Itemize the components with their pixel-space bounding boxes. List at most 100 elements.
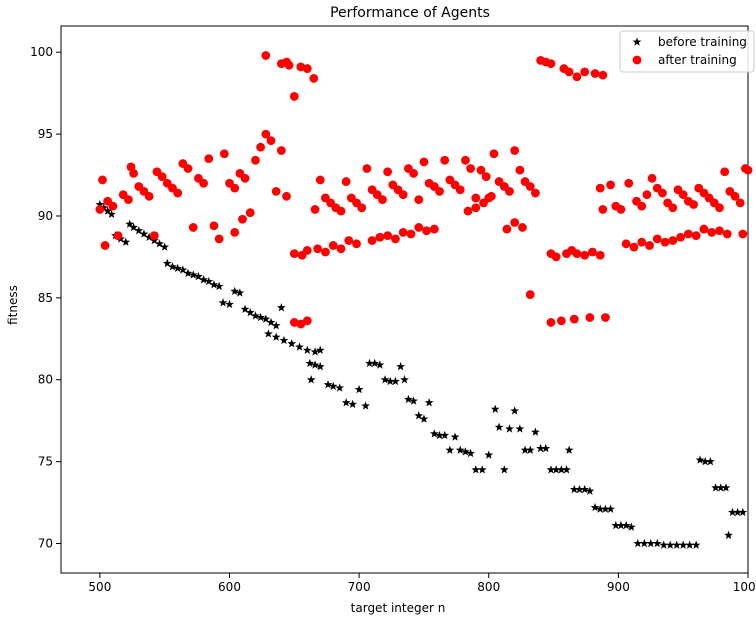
star-point [728, 507, 737, 517]
circle-point [518, 223, 527, 232]
circle-point [471, 203, 481, 213]
circle-point [321, 247, 330, 257]
circle-point [515, 165, 525, 175]
circle-point [510, 218, 520, 227]
circle-point [580, 250, 590, 260]
circle-point [466, 164, 476, 173]
y-tick-label: 95 [38, 127, 53, 141]
circle-point [251, 155, 260, 165]
circle-point [658, 188, 667, 198]
circle-point [595, 250, 605, 260]
circle-point [435, 187, 444, 196]
star-point [435, 430, 444, 440]
star-point [484, 450, 494, 459]
star-point [585, 486, 595, 495]
star-point [562, 465, 571, 474]
legend-circle-marker [632, 55, 642, 65]
star-point [580, 484, 590, 494]
star-point [424, 398, 434, 407]
star-point [287, 339, 297, 348]
circle-point [598, 205, 608, 214]
star-point [365, 358, 374, 368]
circle-point [406, 229, 416, 239]
x-axis-label: target integer n [351, 601, 446, 615]
circle-point [455, 185, 465, 195]
circle-point [461, 155, 470, 165]
star-point [652, 538, 662, 548]
circle-point [214, 234, 224, 244]
circle-point [738, 229, 748, 239]
star-point [310, 360, 320, 369]
circle-point [502, 224, 512, 234]
star-point [685, 540, 695, 549]
star-point [306, 375, 316, 384]
star-point [590, 502, 600, 512]
circle-point [463, 206, 473, 216]
circle-point [590, 69, 600, 78]
star-point [240, 304, 250, 314]
star-point [515, 424, 525, 433]
circle-point [486, 191, 496, 201]
x-tick-label: 700 [348, 580, 371, 594]
circle-point [642, 190, 652, 200]
circle-point [588, 247, 597, 257]
circle-point [525, 290, 535, 299]
plot-area [60, 25, 749, 574]
star-point [99, 203, 109, 212]
star-point [606, 504, 615, 513]
circle-point [289, 249, 299, 259]
circle-point [489, 149, 499, 159]
star-point [440, 430, 450, 440]
star-point [125, 219, 135, 228]
circle-point [230, 227, 240, 237]
star-point [564, 445, 574, 454]
y-tick-label: 85 [38, 291, 53, 305]
circle-point [188, 223, 198, 232]
star-point [711, 483, 720, 492]
star-point [209, 280, 219, 289]
axis-ticks: 500 600 700 800 900 1000 70 75 80 85 90 95 100 [30, 45, 756, 594]
circle-point [375, 232, 385, 242]
circle-point [398, 190, 408, 200]
star-point [706, 457, 715, 466]
circle-point [601, 313, 610, 322]
star-point [199, 275, 208, 284]
star-point [531, 427, 540, 436]
circle-point [598, 70, 608, 80]
circle-point [510, 146, 520, 155]
circle-point [276, 146, 286, 155]
star-point [144, 232, 154, 241]
star-point [639, 538, 649, 548]
circle-point [580, 67, 590, 77]
legend: before training after training [619, 30, 755, 73]
circle-point [715, 203, 724, 213]
circle-point [429, 224, 439, 234]
star-point [494, 422, 504, 431]
star-point [404, 394, 413, 404]
star-point [499, 465, 509, 474]
star-point [310, 347, 320, 356]
star-point [271, 332, 281, 341]
star-point [678, 540, 688, 549]
circle-point [676, 232, 685, 242]
star-point [361, 401, 370, 410]
star-point [520, 445, 530, 454]
star-point [315, 362, 325, 371]
circle-point [691, 231, 701, 241]
circle-point [419, 157, 429, 167]
star-point [261, 314, 271, 323]
star-point [370, 358, 380, 368]
y-tick-label: 100 [30, 45, 53, 59]
star-point [225, 299, 234, 309]
circle-point [525, 182, 535, 191]
star-point [341, 398, 351, 407]
star-point [672, 540, 682, 549]
circle-point [315, 175, 325, 185]
circle-point [551, 252, 561, 262]
star-point [95, 199, 105, 209]
star-point [295, 342, 304, 351]
star-point [230, 286, 240, 296]
circle-point [606, 180, 615, 190]
data-points [95, 51, 753, 549]
circle-point [546, 318, 556, 327]
